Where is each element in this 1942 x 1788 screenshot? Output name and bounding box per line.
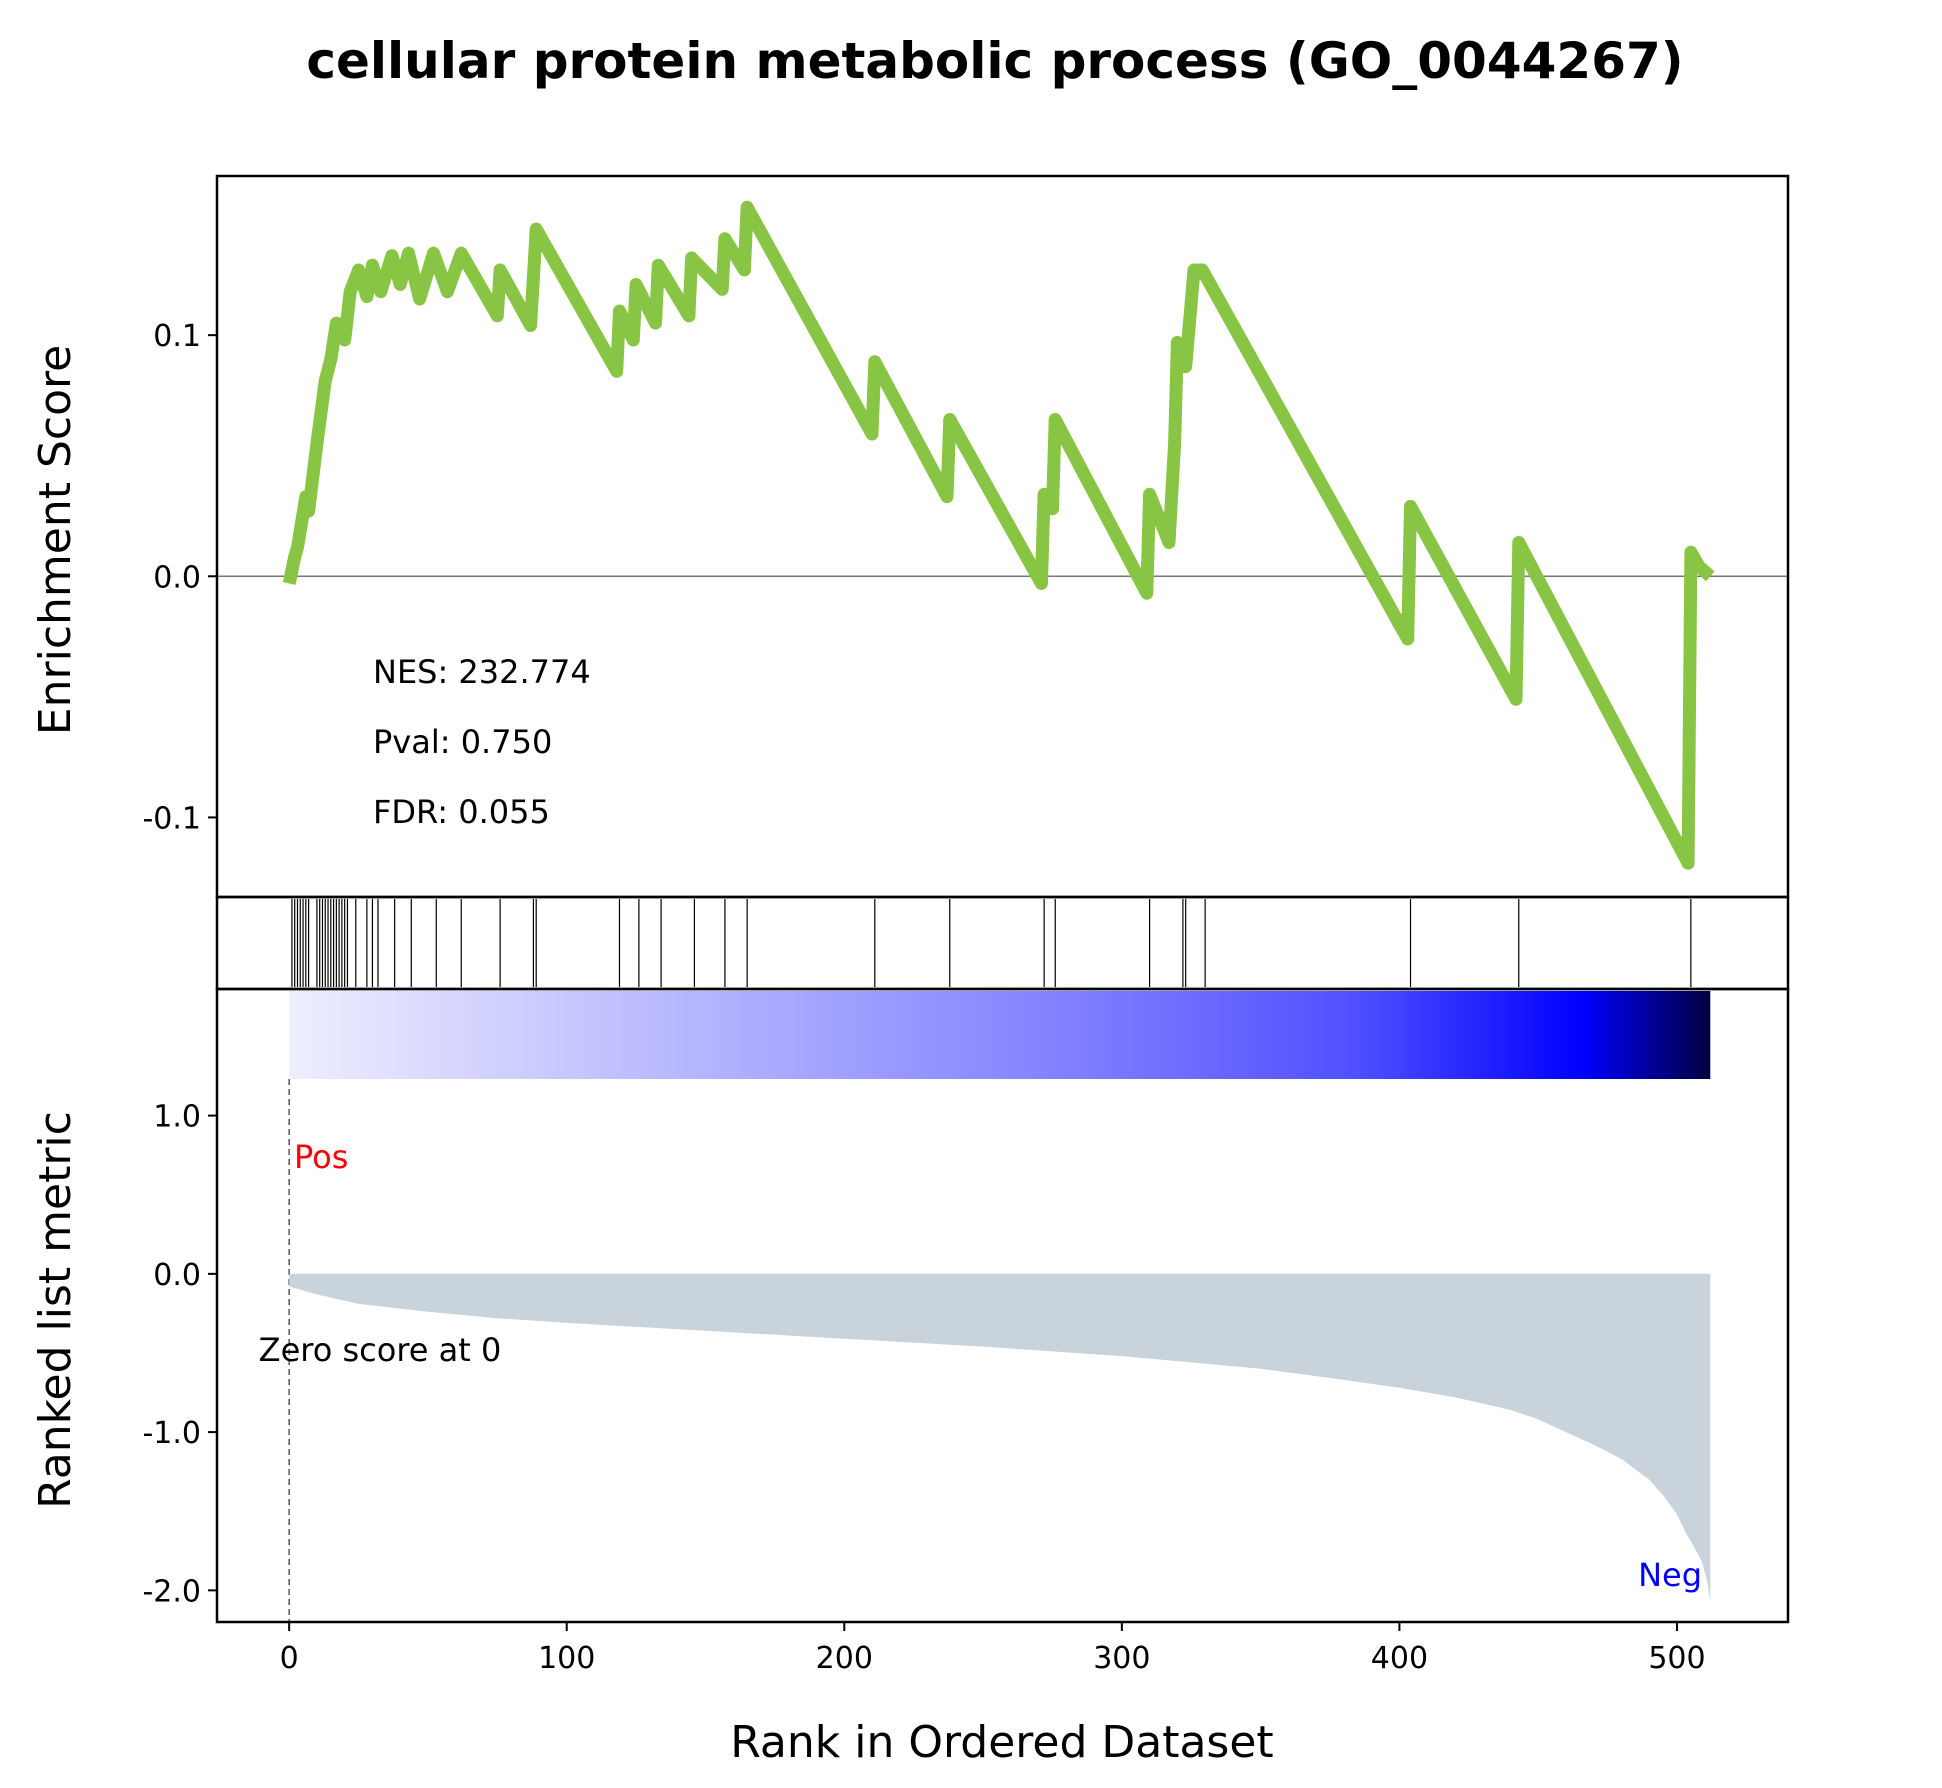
neg-label: Neg bbox=[1638, 1556, 1702, 1594]
x-tick-label: 300 bbox=[1093, 1641, 1150, 1676]
rank-panel: 1.0 0.0 -1.0 -2.0 Pos Neg Zero score at 0 R… bbox=[30, 987, 1790, 1624]
x-ticks: 0 100 200 300 400 500 bbox=[280, 1622, 1706, 1676]
es-y-tick-label: -0.1 bbox=[142, 801, 201, 836]
rank-heatmap bbox=[289, 991, 1711, 1079]
x-tick-label: 200 bbox=[816, 1641, 873, 1676]
rank-y-tick-label: 1.0 bbox=[153, 1100, 201, 1135]
es-y-axis-label: Enrichment Score bbox=[30, 345, 81, 735]
rank-metric-area bbox=[289, 1273, 1711, 1603]
hits-panel bbox=[215, 895, 1790, 991]
pos-label: Pos bbox=[294, 1138, 348, 1176]
rank-y-tick-label: -2.0 bbox=[142, 1574, 201, 1609]
es-line bbox=[282, 200, 1715, 870]
rank-y-axis-label: Ranked list metric bbox=[30, 1111, 81, 1509]
pval-stat: Pval: 0.750 bbox=[373, 723, 552, 761]
x-tick-label: 500 bbox=[1648, 1641, 1705, 1676]
es-y-ticks: 0.1 0.0 -0.1 bbox=[142, 319, 217, 836]
x-tick-label: 400 bbox=[1371, 1641, 1428, 1676]
rank-frame bbox=[215, 987, 1790, 1624]
rank-y-tick-label: 0.0 bbox=[153, 1258, 201, 1293]
hit-markers bbox=[291, 899, 1692, 987]
rank-y-tick-label: -1.0 bbox=[142, 1416, 201, 1451]
chart-title: cellular protein metabolic process (GO_0… bbox=[306, 32, 1683, 90]
fdr-stat: FDR: 0.055 bbox=[373, 793, 550, 831]
x-tick-label: 100 bbox=[538, 1641, 595, 1676]
nes-stat: NES: 232.774 bbox=[373, 653, 591, 691]
es-y-tick-label: 0.1 bbox=[153, 319, 201, 354]
es-y-tick-label: 0.0 bbox=[153, 560, 201, 595]
es-panel: 0.1 0.0 -0.1 Enrichment Score NES: 232.774… bbox=[30, 174, 1790, 899]
hits-frame bbox=[215, 895, 1790, 991]
x-axis-label: Rank in Ordered Dataset bbox=[730, 1717, 1273, 1768]
x-tick-label: 0 bbox=[280, 1641, 299, 1676]
rank-y-ticks: 1.0 0.0 -1.0 -2.0 bbox=[142, 1100, 217, 1609]
zero-score-label: Zero score at 0 bbox=[259, 1331, 502, 1369]
